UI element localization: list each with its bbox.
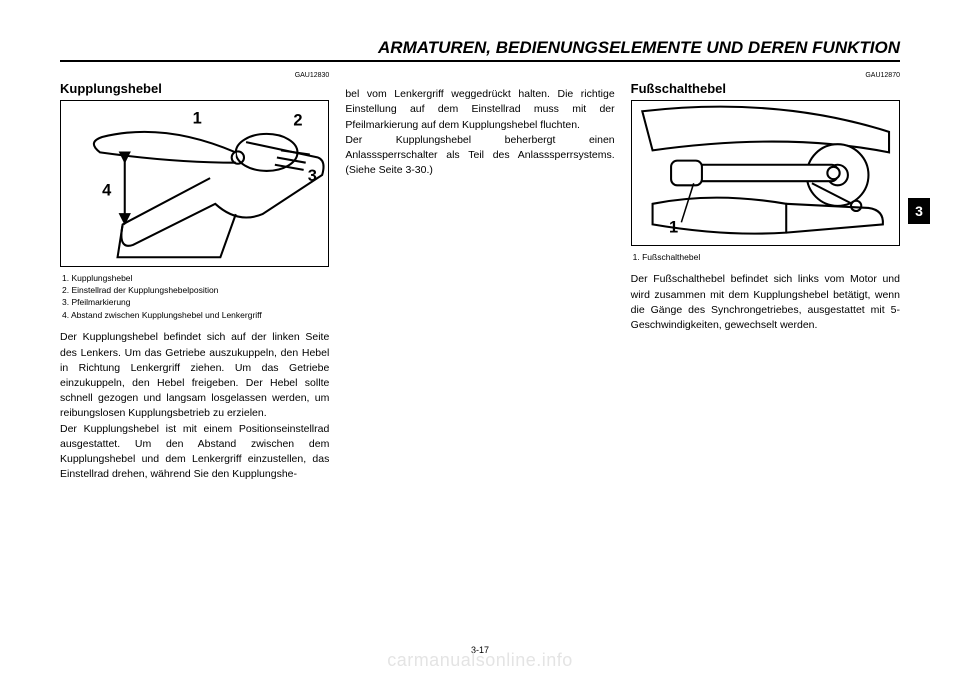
clutch-lever-diagram: 1 2 3 4 bbox=[61, 101, 328, 266]
caption-item: 1. Kupplungshebel bbox=[62, 273, 327, 284]
chapter-tab: 3 bbox=[908, 198, 930, 224]
page-header: ARMATUREN, BEDIENUNGSELEMENTE UND DEREN … bbox=[60, 38, 900, 62]
section-title-fussschalthebel: Fußschalthebel bbox=[631, 81, 900, 96]
caption-list-2: 1. Fußschalthebel bbox=[631, 252, 900, 264]
caption-item: 2. Einstellrad der Kupplungshebelpositio… bbox=[62, 285, 327, 296]
callout-1: 1 bbox=[193, 110, 202, 128]
column-3: GAU12870 Fußschalthebel bbox=[631, 72, 900, 622]
column-2: bel vom Lenkergriff weggedrückt halten. … bbox=[345, 72, 614, 622]
illustration-kupplungshebel: 1 2 3 4 bbox=[60, 100, 329, 267]
page-title: ARMATUREN, BEDIENUNGSELEMENTE UND DEREN … bbox=[60, 38, 900, 58]
page: ARMATUREN, BEDIENUNGSELEMENTE UND DEREN … bbox=[0, 0, 960, 679]
body-text-2: bel vom Lenkergriff weggedrückt halten. … bbox=[345, 72, 614, 179]
illustration-fussschalthebel: 1 bbox=[631, 100, 900, 246]
caption-list-1: 1. Kupplungshebel 2. Einstellrad der Kup… bbox=[60, 273, 329, 323]
content-columns: GAU12830 Kupplungshebel bbox=[60, 72, 900, 622]
body-text-3: Der Fußschalthebel befindet sich links v… bbox=[631, 272, 900, 333]
caption-item: 4. Abstand zwischen Kupplungshebel und L… bbox=[62, 310, 327, 321]
column-1: GAU12830 Kupplungshebel bbox=[60, 72, 329, 622]
callout-1b: 1 bbox=[669, 219, 678, 237]
paragraph: bel vom Lenkergriff weggedrückt halten. … bbox=[345, 88, 614, 176]
paragraph: Der Kupplungshebel ist mit einem Positio… bbox=[60, 422, 329, 483]
doc-code-2: GAU12870 bbox=[631, 72, 900, 79]
watermark: carmanualsonline.info bbox=[0, 650, 960, 671]
callout-3: 3 bbox=[308, 167, 317, 185]
section-title-kupplungshebel: Kupplungshebel bbox=[60, 81, 329, 96]
body-text-1: Der Kupplungshebel befindet sich auf der… bbox=[60, 330, 329, 482]
shift-lever-diagram: 1 bbox=[632, 101, 899, 245]
callout-4: 4 bbox=[102, 182, 112, 200]
paragraph: Der Kupplungshebel befindet sich auf der… bbox=[60, 330, 329, 421]
paragraph: Der Fußschalthebel befindet sich links v… bbox=[631, 272, 900, 333]
doc-code-1: GAU12830 bbox=[60, 72, 329, 79]
caption-item: 1. Fußschalthebel bbox=[633, 252, 898, 263]
chapter-tab-label: 3 bbox=[915, 203, 923, 219]
caption-item: 3. Pfeilmarkierung bbox=[62, 297, 327, 308]
callout-2: 2 bbox=[293, 112, 302, 130]
